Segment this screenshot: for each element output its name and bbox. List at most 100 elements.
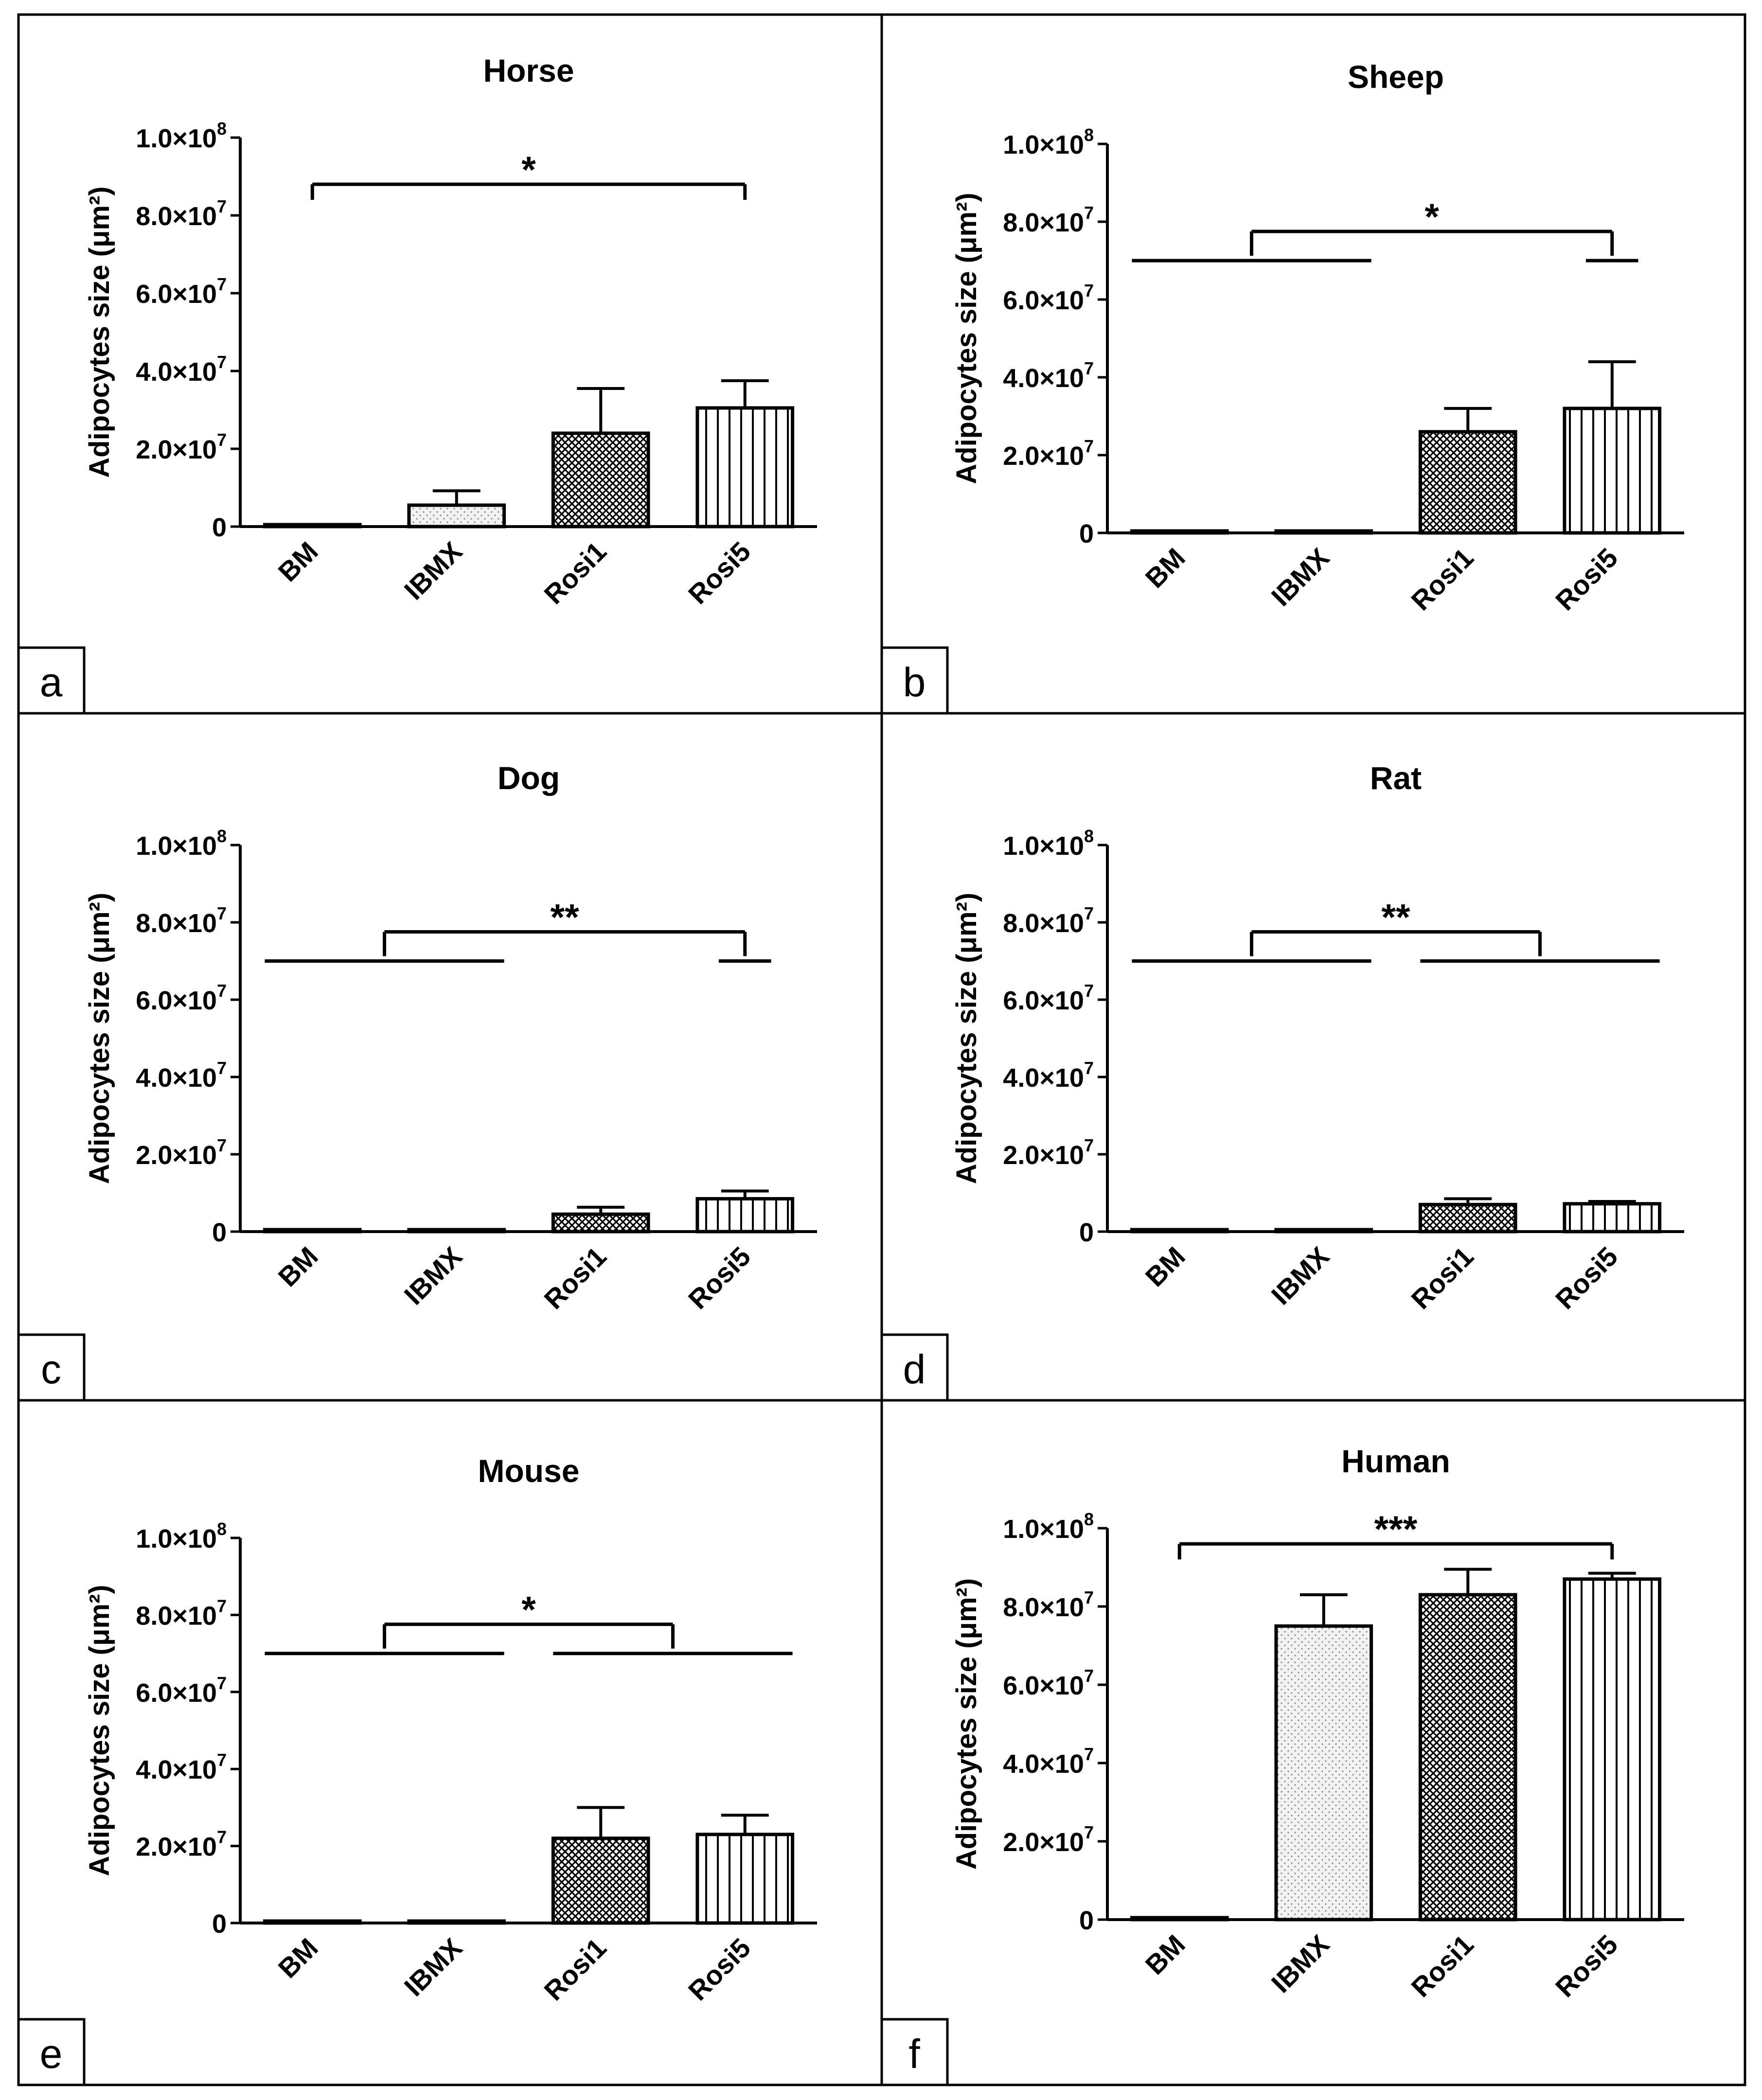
bar-ibmx bbox=[407, 503, 506, 529]
y-tick-label-mantissa: 2.0×10 bbox=[136, 435, 217, 464]
bar-rosi5 bbox=[695, 406, 795, 529]
panel-label-box bbox=[880, 1333, 949, 1402]
y-tick-label-mantissa: 0 bbox=[212, 1909, 227, 1939]
y-axis-label: Adipocytes size (μm²) bbox=[951, 1578, 982, 1870]
y-tick-label-exponent: 7 bbox=[1084, 1588, 1094, 1607]
y-tick-label-mantissa: 2.0×10 bbox=[1003, 441, 1084, 471]
sig-label: * bbox=[521, 149, 536, 191]
panel-label-box bbox=[17, 646, 86, 715]
chart-title: Horse bbox=[483, 53, 574, 88]
bar-rosi1 bbox=[1418, 1593, 1517, 1922]
y-tick-label-exponent: 7 bbox=[217, 1827, 227, 1847]
bar-rosi5 bbox=[1563, 1202, 1662, 1234]
y-tick-label: 2.0×107 bbox=[136, 1135, 227, 1170]
y-tick-label: 1.0×108 bbox=[136, 826, 227, 861]
bar-rosi1 bbox=[551, 1836, 650, 1925]
y-tick-label: 8.0×107 bbox=[1003, 1588, 1094, 1622]
y-tick-label-mantissa: 0 bbox=[1079, 1218, 1094, 1247]
y-tick-label-mantissa: 1.0×10 bbox=[136, 831, 217, 861]
sig-label: *** bbox=[1374, 1509, 1418, 1550]
chart-title: Mouse bbox=[478, 1453, 579, 1489]
y-tick-label-exponent: 7 bbox=[217, 1058, 227, 1078]
y-tick-label-mantissa: 8.0×10 bbox=[136, 202, 217, 231]
y-tick-label: 4.0×107 bbox=[1003, 1058, 1094, 1093]
y-tick-label: 0 bbox=[212, 513, 227, 542]
y-tick-label: 6.0×107 bbox=[1003, 981, 1094, 1015]
panel-label: f bbox=[908, 2031, 920, 2077]
y-tick-label-exponent: 7 bbox=[1084, 203, 1094, 223]
y-tick-label-mantissa: 4.0×10 bbox=[1003, 364, 1084, 393]
y-tick-label-mantissa: 1.0×10 bbox=[1003, 1515, 1084, 1544]
y-tick-label-exponent: 7 bbox=[1084, 1058, 1094, 1078]
y-tick-label-mantissa: 6.0×10 bbox=[1003, 1671, 1084, 1700]
y-tick-label-mantissa: 4.0×10 bbox=[1003, 1063, 1084, 1093]
y-tick-label: 6.0×107 bbox=[1003, 281, 1094, 315]
bar-ibmx bbox=[1274, 529, 1373, 535]
y-tick-label: 2.0×107 bbox=[1003, 436, 1094, 471]
y-tick-label-exponent: 8 bbox=[217, 1519, 227, 1539]
y-tick-label: 4.0×107 bbox=[136, 1058, 227, 1093]
y-tick-label: 8.0×107 bbox=[136, 196, 227, 231]
bar-ibmx bbox=[407, 1228, 506, 1234]
panel-label: e bbox=[40, 2031, 63, 2077]
y-tick-label: 0 bbox=[1079, 1906, 1094, 1935]
panel-label: d bbox=[903, 1346, 926, 1392]
y-tick-label: 8.0×107 bbox=[136, 1596, 227, 1630]
y-tick-label-mantissa: 6.0×10 bbox=[1003, 286, 1084, 315]
y-tick-label: 1.0×108 bbox=[1003, 826, 1094, 861]
y-tick-label-exponent: 7 bbox=[217, 903, 227, 923]
y-tick-label-exponent: 7 bbox=[217, 274, 227, 294]
panel-label-box bbox=[880, 646, 949, 715]
y-tick-label: 1.0×108 bbox=[1003, 125, 1094, 159]
panel-label-box bbox=[17, 2018, 86, 2086]
y-tick-label-exponent: 7 bbox=[1084, 281, 1094, 300]
bar-bm bbox=[263, 1228, 362, 1234]
y-axis-label: Adipocytes size (μm²) bbox=[84, 186, 115, 477]
y-axis-label: Adipocytes size (μm²) bbox=[84, 1585, 115, 1876]
y-tick-label-exponent: 7 bbox=[217, 430, 227, 450]
y-tick-label: 0 bbox=[212, 1218, 227, 1247]
panel-label: c bbox=[41, 1346, 61, 1392]
y-tick-label: 4.0×107 bbox=[136, 352, 227, 387]
y-tick-label-mantissa: 2.0×10 bbox=[136, 1833, 217, 1862]
y-tick-label-mantissa: 4.0×10 bbox=[136, 1063, 217, 1093]
y-tick-label-exponent: 7 bbox=[1084, 1666, 1094, 1686]
y-tick-label-exponent: 7 bbox=[1084, 981, 1094, 1001]
bar-rosi1 bbox=[551, 1212, 650, 1234]
panel-label-box bbox=[17, 1333, 86, 1402]
y-tick-label-exponent: 7 bbox=[217, 981, 227, 1001]
y-tick-label-mantissa: 0 bbox=[1079, 519, 1094, 548]
y-tick-label: 4.0×107 bbox=[1003, 358, 1094, 393]
panel-label: b bbox=[903, 659, 926, 705]
bar-ibmx bbox=[1274, 1228, 1373, 1234]
y-tick-label-mantissa: 0 bbox=[212, 1218, 227, 1247]
y-tick-label: 6.0×107 bbox=[136, 1673, 227, 1708]
bar-rosi5 bbox=[1563, 1577, 1662, 1922]
y-tick-label-mantissa: 8.0×10 bbox=[1003, 909, 1084, 938]
y-tick-label: 1.0×108 bbox=[1003, 1509, 1094, 1544]
y-tick-label-mantissa: 1.0×10 bbox=[1003, 831, 1084, 861]
y-tick-label-mantissa: 6.0×10 bbox=[136, 986, 217, 1015]
y-tick-label: 0 bbox=[1079, 1218, 1094, 1247]
sig-label: * bbox=[1424, 196, 1439, 238]
y-tick-label: 4.0×107 bbox=[136, 1750, 227, 1784]
bar-bm bbox=[1130, 1228, 1229, 1234]
y-tick-label-mantissa: 4.0×10 bbox=[136, 357, 217, 387]
y-tick-label-exponent: 7 bbox=[1084, 358, 1094, 378]
y-tick-label-exponent: 8 bbox=[1084, 125, 1094, 145]
bar-ibmx bbox=[1274, 1624, 1373, 1922]
y-tick-label-exponent: 8 bbox=[1084, 1509, 1094, 1529]
y-tick-label-mantissa: 8.0×10 bbox=[1003, 208, 1084, 237]
y-tick-label-exponent: 7 bbox=[217, 196, 227, 216]
bar-bm bbox=[263, 1919, 362, 1925]
y-tick-label: 2.0×107 bbox=[1003, 1135, 1094, 1170]
y-tick-label-exponent: 7 bbox=[1084, 1744, 1094, 1764]
y-tick-label: 6.0×107 bbox=[136, 274, 227, 309]
y-tick-label-mantissa: 6.0×10 bbox=[136, 280, 217, 309]
y-tick-label-mantissa: 6.0×10 bbox=[1003, 986, 1084, 1015]
y-axis-label: Adipocytes size (μm²) bbox=[951, 893, 982, 1184]
panel-label: a bbox=[40, 659, 63, 705]
y-tick-label-exponent: 7 bbox=[1084, 903, 1094, 923]
